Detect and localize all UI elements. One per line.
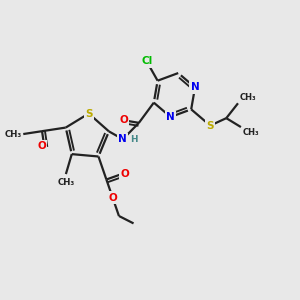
Text: O: O xyxy=(119,116,128,125)
Text: CH₃: CH₃ xyxy=(242,128,259,137)
Text: CH₃: CH₃ xyxy=(239,93,256,102)
Text: S: S xyxy=(85,109,92,118)
Text: O: O xyxy=(108,193,117,203)
Text: S: S xyxy=(206,121,214,130)
Text: Cl: Cl xyxy=(141,56,152,66)
Text: N: N xyxy=(166,112,175,122)
Text: N: N xyxy=(118,134,127,144)
Text: O: O xyxy=(37,141,46,151)
Text: H: H xyxy=(130,135,138,144)
Text: CH₃: CH₃ xyxy=(4,130,22,139)
Text: N: N xyxy=(190,82,200,92)
Text: CH₃: CH₃ xyxy=(57,178,74,187)
Text: O: O xyxy=(120,169,129,179)
